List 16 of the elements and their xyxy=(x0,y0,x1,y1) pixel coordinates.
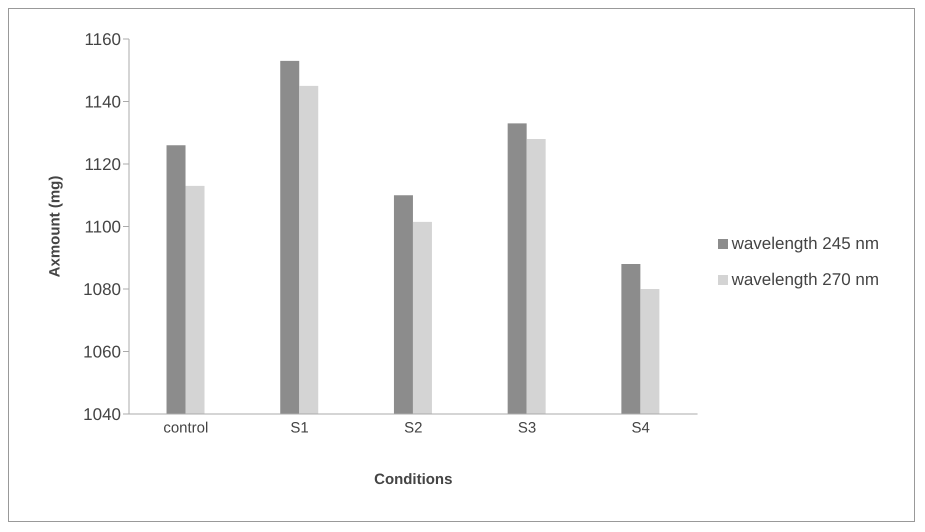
x-tick-label: S1 xyxy=(290,420,309,437)
x-tick-label: S4 xyxy=(632,420,650,437)
y-tick-label: 1040 xyxy=(83,405,121,424)
x-axis-title: Conditions xyxy=(374,471,452,488)
y-tick-label: 1060 xyxy=(83,342,121,362)
y-axis-title: Axmount (mg) xyxy=(46,176,64,278)
y-tick-label: 1100 xyxy=(84,218,121,237)
y-tick-label: 1120 xyxy=(84,155,121,174)
x-tick-label: S2 xyxy=(404,420,422,437)
x-tick-label: control xyxy=(163,420,208,437)
y-tick-label: 1080 xyxy=(83,280,121,300)
legend-label: wavelength 245 nm xyxy=(732,234,879,252)
y-tick-label: 1160 xyxy=(84,30,121,50)
legend-label: wavelength 270 nm xyxy=(732,270,879,288)
x-tick-label: S3 xyxy=(518,420,536,437)
y-tick-label: 1140 xyxy=(84,92,121,112)
